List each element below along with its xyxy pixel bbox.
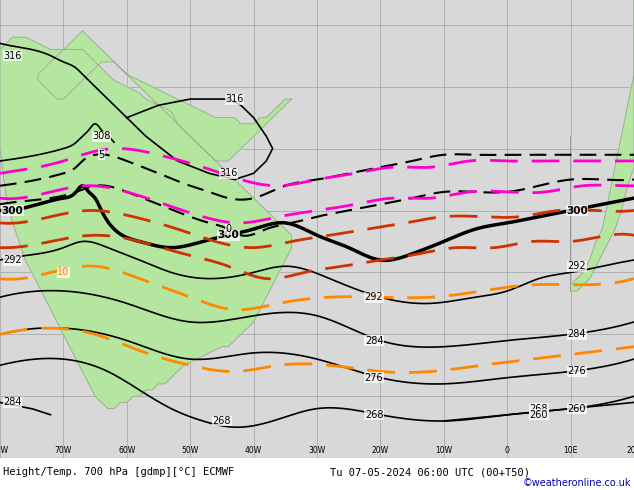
Polygon shape xyxy=(38,31,292,161)
Text: 0: 0 xyxy=(505,446,510,455)
Text: 0: 0 xyxy=(225,224,231,234)
Text: Height/Temp. 700 hPa [gdmp][°C] ECMWF: Height/Temp. 700 hPa [gdmp][°C] ECMWF xyxy=(3,467,235,477)
Text: 316: 316 xyxy=(219,169,237,178)
Text: 284: 284 xyxy=(365,336,384,345)
Text: 292: 292 xyxy=(567,261,586,271)
Text: 20W: 20W xyxy=(372,446,389,455)
Text: 284: 284 xyxy=(3,397,22,407)
Polygon shape xyxy=(0,37,292,409)
Text: 300: 300 xyxy=(2,205,23,216)
Text: 316: 316 xyxy=(226,94,243,104)
Text: 300: 300 xyxy=(566,205,588,216)
Text: 80W: 80W xyxy=(0,446,9,455)
Text: 268: 268 xyxy=(529,404,548,414)
Text: 30W: 30W xyxy=(308,446,326,455)
Text: 10: 10 xyxy=(57,268,70,277)
Text: 292: 292 xyxy=(3,255,22,265)
Text: 5: 5 xyxy=(98,150,105,160)
Text: 268: 268 xyxy=(365,410,384,420)
Text: 10E: 10E xyxy=(564,446,578,455)
Text: 50W: 50W xyxy=(181,446,199,455)
Text: 276: 276 xyxy=(365,373,384,383)
Text: 316: 316 xyxy=(4,51,22,61)
Text: 292: 292 xyxy=(365,292,384,302)
Text: 70W: 70W xyxy=(55,446,72,455)
Text: 20E: 20E xyxy=(627,446,634,455)
Text: 268: 268 xyxy=(212,416,231,426)
Text: 260: 260 xyxy=(529,410,548,420)
Text: 40W: 40W xyxy=(245,446,262,455)
Text: 60W: 60W xyxy=(118,446,136,455)
Text: Tu 07-05-2024 06:00 UTC (00+T50): Tu 07-05-2024 06:00 UTC (00+T50) xyxy=(330,467,529,477)
Text: 10W: 10W xyxy=(435,446,453,455)
Text: 300: 300 xyxy=(217,230,239,240)
Polygon shape xyxy=(571,0,634,291)
Text: 260: 260 xyxy=(567,404,586,414)
Text: ©weatheronline.co.uk: ©weatheronline.co.uk xyxy=(522,478,631,489)
Text: 284: 284 xyxy=(567,329,586,340)
Text: 308: 308 xyxy=(93,131,110,141)
Text: 276: 276 xyxy=(567,367,586,376)
